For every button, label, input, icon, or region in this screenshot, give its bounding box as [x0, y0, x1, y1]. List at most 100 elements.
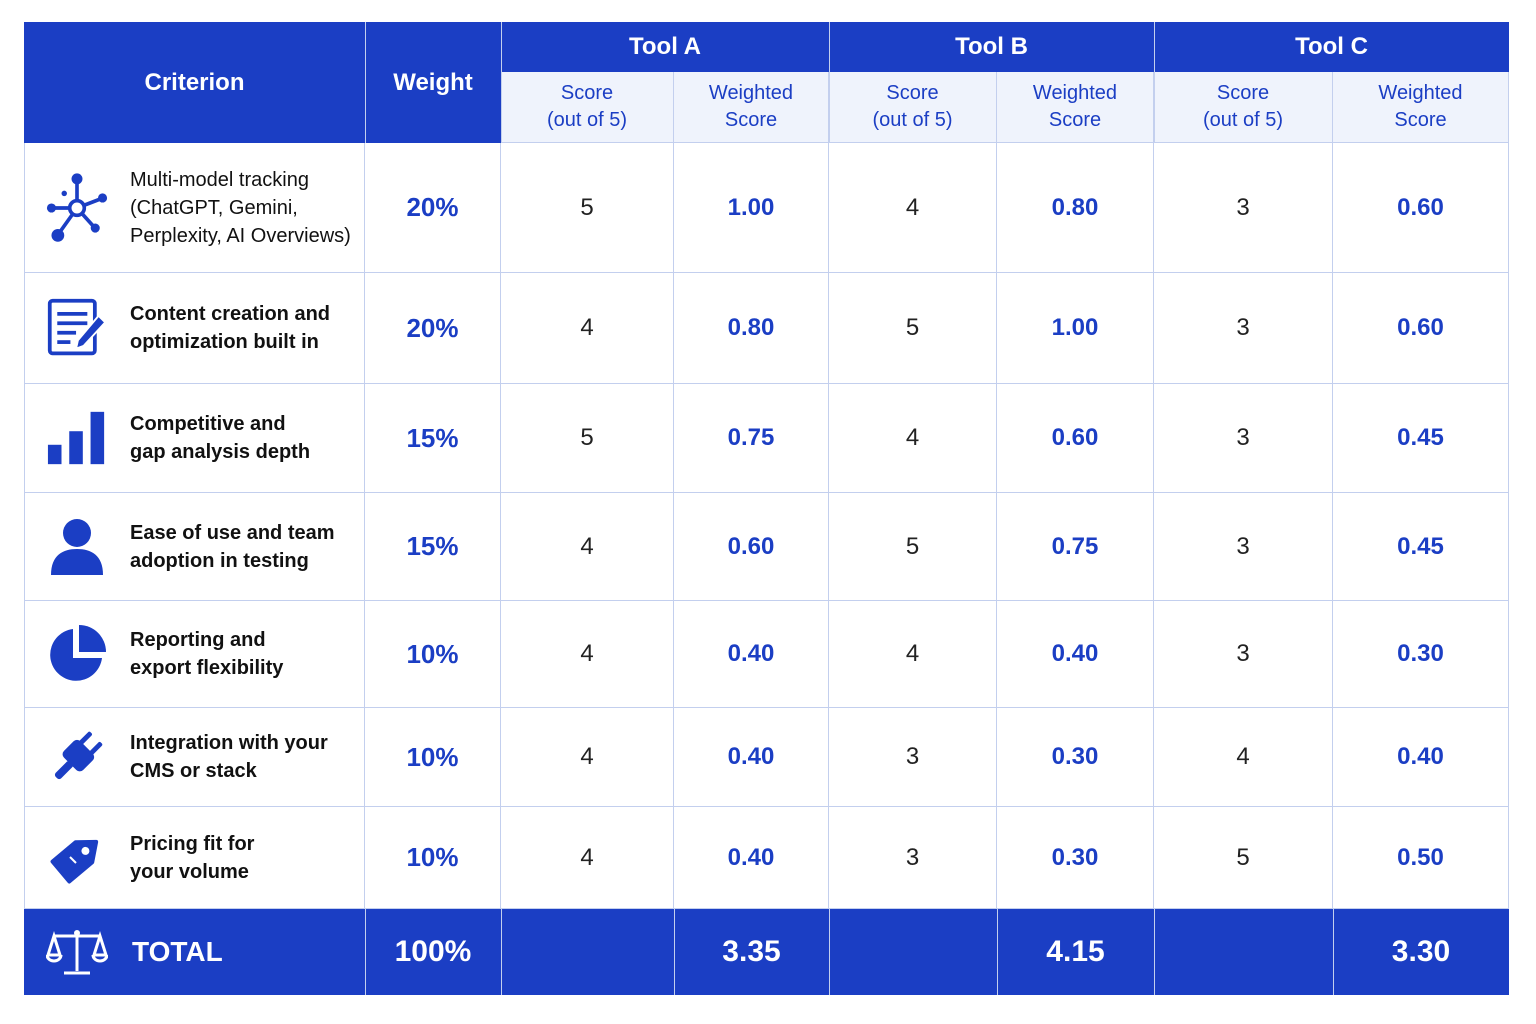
weighted-subheader-b-line-2: Score [1048, 109, 1102, 131]
weighted-value-a: 1.00 [727, 193, 775, 221]
weighted-subheader-b: Weighted Score [997, 72, 1154, 143]
total-weighted-cell-a: 3.35 [674, 909, 829, 995]
score-cell-c: 3 [1154, 273, 1333, 384]
weighted-value-a: 0.60 [727, 532, 775, 560]
weighted-cell-b: 0.30 [997, 708, 1154, 807]
weight-value: 15% [406, 422, 459, 453]
weighted-value-c: 0.60 [1397, 193, 1444, 221]
score-value-c: 4 [1236, 743, 1250, 770]
weight-cell: 15% [365, 384, 501, 493]
score-value-c: 3 [1236, 424, 1250, 451]
total-weighted-c: 3.30 [1391, 935, 1451, 968]
weighted-subheader-c: Weighted Score [1333, 72, 1509, 143]
weighted-cell-a: 1.00 [674, 143, 829, 273]
score-cell-a: 4 [501, 493, 674, 601]
score-cell-c: 3 [1154, 384, 1333, 493]
weighted-cell-b: 0.30 [997, 807, 1154, 909]
weighted-value-a: 0.75 [727, 424, 775, 451]
weight-cell: 10% [365, 708, 501, 807]
score-value-a: 4 [580, 532, 594, 560]
total-score-cell-b [829, 909, 997, 995]
weighted-subheader-a-line-1: Weighted [708, 82, 794, 104]
score-cell-b: 4 [829, 384, 997, 493]
weighted-value-a: 0.40 [727, 843, 775, 871]
criterion-cell: Content creation and optimization built i… [24, 273, 365, 384]
weighted-value-c: 0.30 [1397, 640, 1444, 667]
network-nodes-icon [46, 172, 108, 242]
criterion-cell: Reporting and export flexibility [24, 601, 365, 708]
weighted-cell-c: 0.30 [1333, 601, 1509, 708]
score-subheader-a: Score (out of 5) [501, 72, 674, 143]
score-cell-c: 3 [1154, 143, 1333, 273]
table-left-border [24, 143, 25, 909]
score-cell-a: 4 [501, 601, 674, 708]
document-edit-icon [46, 297, 108, 359]
criterion-text-line: export flexibility [130, 657, 284, 679]
criterion-text-line: Content creation and [130, 303, 331, 325]
criterion-text-line: Competitive and [130, 413, 286, 435]
score-value-b: 4 [905, 640, 920, 667]
header-divider [829, 22, 830, 143]
weighted-subheader-a: Weighted Score [674, 72, 829, 143]
criterion-text-line: adoption in testing [130, 549, 309, 572]
weighted-value-b: 0.80 [1051, 193, 1099, 221]
weighted-cell-c: 0.45 [1333, 493, 1509, 601]
score-value-c: 3 [1236, 532, 1250, 560]
tool-header-c: Tool C [1154, 22, 1509, 72]
user-icon [46, 516, 108, 578]
weighted-cell-a: 0.80 [674, 273, 829, 384]
weighted-cell-a: 0.40 [674, 601, 829, 708]
score-value-b: 3 [905, 743, 920, 770]
weighted-cell-c: 0.40 [1333, 708, 1509, 807]
score-cell-a: 5 [501, 143, 674, 273]
total-weighted-cell-c: 3.30 [1333, 909, 1509, 995]
score-cell-a: 5 [501, 384, 674, 493]
criterion-cell: Competitive and gap analysis depth [24, 384, 365, 493]
plug-icon [46, 726, 108, 788]
weighted-value-b: 0.75 [1051, 532, 1099, 560]
score-value-a: 4 [580, 640, 594, 667]
weighted-cell-b: 0.60 [997, 384, 1154, 493]
score-value-a: 4 [580, 843, 594, 871]
score-value-c: 3 [1236, 640, 1250, 667]
weighted-value-b: 1.00 [1051, 314, 1099, 341]
weight-header: Weight [365, 22, 501, 143]
tool-header-a: Tool A [501, 22, 829, 72]
weight-value: 10% [406, 842, 459, 872]
weighted-cell-b: 1.00 [997, 273, 1154, 384]
weighted-cell-c: 0.45 [1333, 384, 1509, 493]
score-subheader-b-line-1: Score [886, 82, 939, 104]
criterion-cell: Integration with your CMS or stack [24, 708, 365, 807]
score-value-a: 5 [580, 424, 594, 451]
criterion-text-line: Perplexity, AI Overviews) [130, 224, 351, 247]
total-divider [674, 909, 675, 995]
total-score-cell-c [1154, 909, 1333, 995]
criterion-text-line: Reporting and [130, 629, 266, 651]
score-value-c: 3 [1236, 314, 1250, 341]
score-cell-a: 4 [501, 273, 674, 384]
weighted-cell-a: 0.60 [674, 493, 829, 601]
score-value-b: 5 [905, 314, 920, 341]
total-weight: 100% [394, 935, 472, 968]
score-value-b: 3 [905, 843, 920, 871]
criterion-text-line: your volume [130, 860, 249, 883]
weight-value: 20% [406, 312, 459, 343]
total-weighted-cell-b: 4.15 [997, 909, 1154, 995]
score-value-b: 4 [905, 193, 920, 221]
weighted-value-c: 0.60 [1397, 314, 1444, 341]
score-value-b: 5 [905, 532, 920, 560]
weighted-cell-c: 0.60 [1333, 273, 1509, 384]
score-cell-a: 4 [501, 807, 674, 909]
weighted-subheader-c-line-2: Score [1394, 109, 1447, 131]
weight-value: 20% [406, 192, 459, 222]
criterion-header: Criterion [24, 22, 365, 143]
total-divider [997, 909, 998, 995]
tool-name-a: Tool A [629, 33, 701, 60]
score-subheader-c-line-2: (out of 5) [1202, 109, 1284, 131]
weighted-value-b: 0.30 [1051, 743, 1099, 770]
weighted-value-a: 0.80 [727, 314, 775, 341]
criterion-text-line: Integration with your [130, 732, 328, 754]
criterion-text-line: (ChatGPT, Gemini, [130, 196, 298, 219]
weighted-value-c: 0.50 [1397, 843, 1444, 871]
tool-header-b: Tool B [829, 22, 1154, 72]
